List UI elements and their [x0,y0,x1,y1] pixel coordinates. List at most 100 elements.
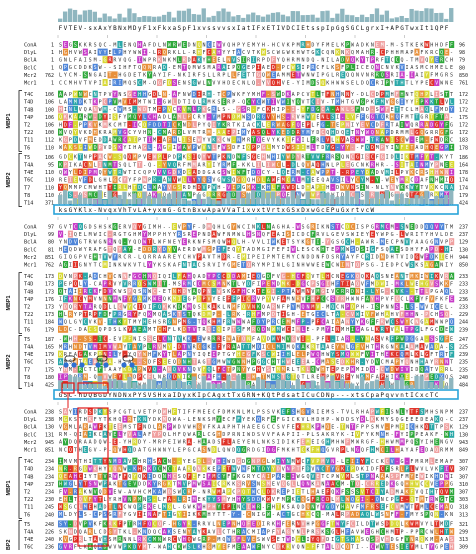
residue-letter: G [188,170,191,176]
residue-letter: I [99,80,102,86]
residue-letter: W [79,247,83,253]
residue-letter: H [138,42,141,48]
residue-letter: I [212,42,215,48]
residue-letter: L [252,162,255,168]
residue-letter: F [361,352,364,358]
residue-letter: D [163,65,166,71]
residue-letter: Q [272,80,275,86]
residue-letter: K [227,282,230,288]
residue-letter: I [138,304,141,310]
residue-letter: - [158,289,161,295]
residue-letter: E [445,327,448,333]
residue-letter: H [104,274,107,280]
residue-letter: A [420,107,423,113]
conservation-bar [192,201,196,204]
residue-letter: E [425,80,428,86]
residue-letter: N [252,304,255,310]
residue-letter: Y [262,80,265,86]
residue-letter: M [232,304,235,310]
residue-letter: S [84,193,87,199]
residue-letter: S [74,145,77,151]
residue-letter: K [173,312,176,318]
residue-letter: D [153,42,156,48]
consensus-residue: x [281,207,285,214]
residue-letter: S [336,352,339,358]
row-start-number: 173 [45,282,54,288]
residue-letter: - [222,185,225,191]
residue-letter: Y [297,240,300,246]
residue-letter: I [143,50,146,56]
residue-letter: A [108,138,111,144]
residue-letter: I [272,262,275,268]
consensus-residue: - [83,25,87,32]
residue-letter: A [94,247,97,253]
residue-letter: K [207,320,210,326]
residue-letter: Y [128,297,131,303]
residue-letter: T [178,312,181,318]
residue-letter: Y [217,122,220,128]
residue-letter: E [341,274,344,280]
residue-letter: D [292,155,295,161]
residue-letter: N [435,240,438,246]
residue-letter: R [118,255,122,261]
residue-letter: A [203,255,206,261]
residue-letter: M [302,289,305,295]
residue-letter: N [104,162,107,168]
residue-letter: H [227,240,230,246]
residue-letter: Q [326,50,329,56]
residue-letter: Y [138,224,141,230]
residue-letter: T [445,92,448,98]
residue-letter: C [237,80,240,86]
conservation-bar [390,18,394,22]
residue-letter: I [331,320,334,326]
consensus-residue: y [153,207,157,214]
residue-letter: Y [272,138,275,144]
residue-letter: K [391,352,394,358]
residue-letter: S [104,224,107,230]
residue-letter: Y [104,115,107,121]
residue-letter: H [391,50,394,56]
residue-letter: W [351,42,355,48]
residue-letter: G [262,274,265,280]
residue-letter: A [89,274,92,280]
residue-letter: C [336,304,339,310]
residue-letter: H [94,255,97,261]
residue-letter: D [252,247,255,253]
residue-letter: M [94,170,97,176]
residue-letter: K [128,262,131,268]
residue-letter: C [425,65,428,71]
residue-letter: C [118,304,121,310]
residue-letter: F [415,100,418,106]
row-start-number: 179 [45,327,54,333]
residue-letter: E [316,178,319,184]
residue-letter: R [94,304,98,310]
residue-letter: T [64,289,67,295]
residue-letter: Y [237,247,240,253]
residue-letter: P [99,100,102,106]
residue-letter: L [59,327,62,333]
consensus-residue: K [78,207,82,214]
residue-letter: D [59,274,62,280]
consensus-residue: I [237,25,241,32]
residue-letter: K [207,344,210,350]
conservation-bar [162,15,166,22]
residue-letter: Q [158,304,161,310]
residue-letter: R [381,344,385,350]
consensus-residue: i [242,207,246,214]
conservation-bar [320,11,324,22]
residue-letter: P [336,247,339,253]
residue-letter: I [138,337,141,343]
residue-letter: Q [143,170,146,176]
residue-letter: T [396,80,399,86]
residue-letter: R [396,130,400,136]
residue-letter: P [267,262,270,268]
residue-letter: G [79,240,82,246]
residue-letter: I [84,58,87,64]
consensus-residue: G [400,25,404,32]
residue-letter: Q [143,312,146,318]
residue-letter: A [396,122,399,128]
residue-letter: K [79,274,82,280]
residue-letter: L [94,178,97,184]
residue-letter: H [326,274,329,280]
residue-letter: T [341,282,344,288]
